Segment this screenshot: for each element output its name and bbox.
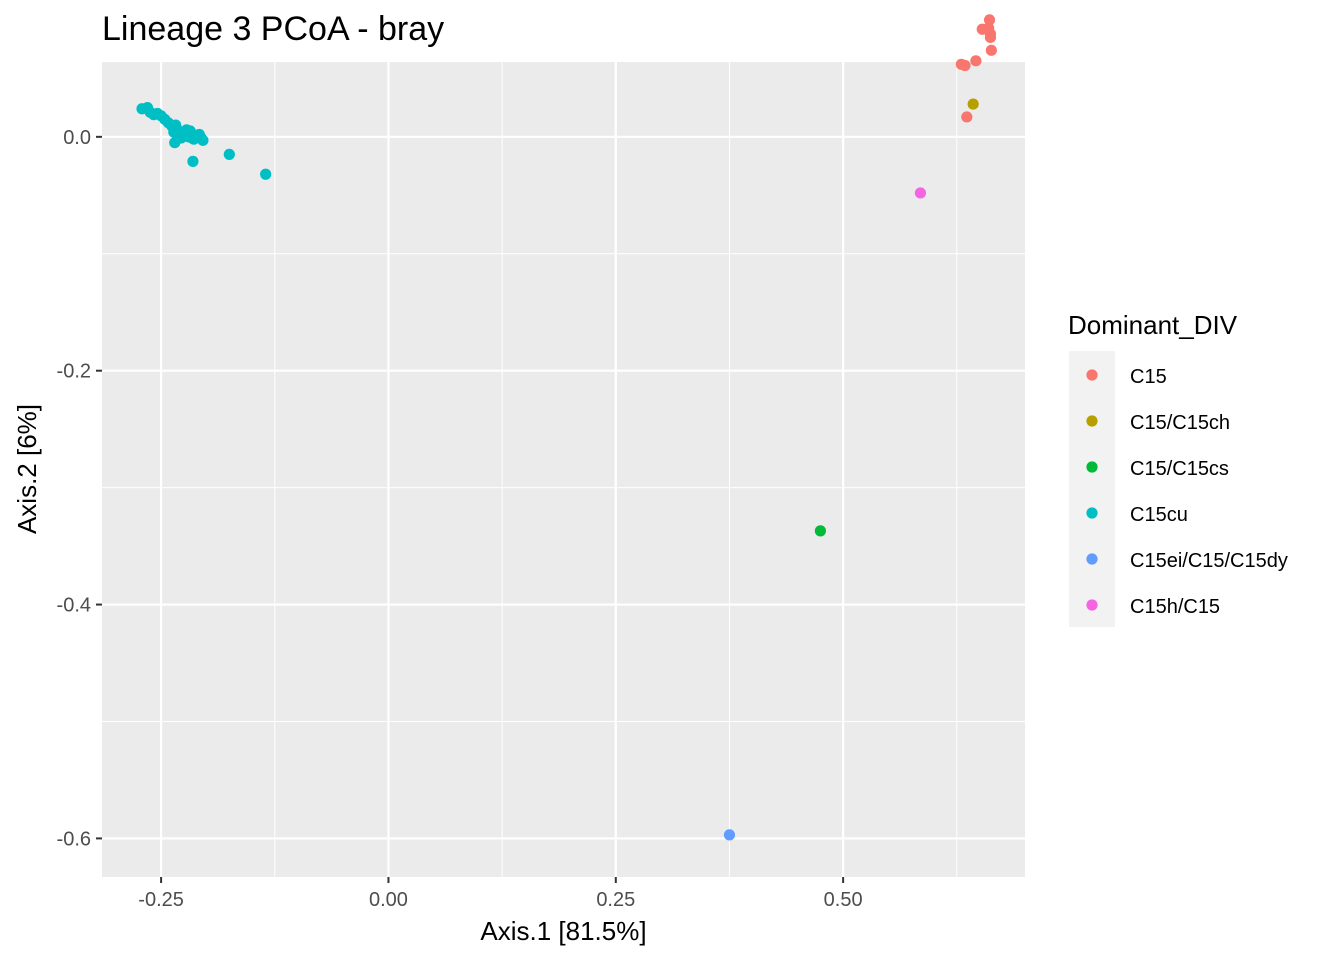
plot-panel (102, 62, 1025, 877)
x-tick-label: -0.25 (138, 889, 184, 911)
data-point (197, 134, 209, 146)
legend-items: C15 C15/C15ch C15/C15cs C15cu C15ei/C15/C15d… (1086, 366, 1288, 618)
legend-label: C15h/C15 (1130, 596, 1220, 618)
legend-key (1086, 461, 1098, 473)
data-point (985, 44, 997, 56)
y-tick-labels: 0.0 -0.2 -0.4 -0.6 (57, 127, 91, 851)
data-point (983, 14, 996, 26)
data-point (723, 829, 736, 841)
legend-key (1086, 599, 1098, 611)
x-axis-title: Axis.1 [81.5%] (480, 916, 646, 946)
y-axis-title: Axis.2 [6%] (12, 404, 42, 534)
data-point (984, 31, 997, 44)
legend-label: C15/C15cs (1130, 458, 1229, 480)
data-points (136, 14, 997, 841)
data-point (223, 148, 235, 160)
y-tick-label: -0.2 (57, 361, 91, 383)
data-point (187, 155, 199, 167)
data-point (967, 98, 979, 110)
legend-key (1086, 553, 1098, 565)
legend-label: C15cu (1130, 504, 1188, 526)
chart-title: Lineage 3 PCoA - bray (102, 10, 444, 48)
legend: Dominant_DIV C15C15/C15chC15/C15csC15cuC… (1068, 310, 1288, 627)
y-tick-label: -0.6 (57, 828, 91, 850)
legend-key (1086, 369, 1098, 381)
x-tick-label: 0.00 (369, 889, 408, 911)
legend-key (1086, 507, 1098, 519)
grid-lines (102, 62, 1025, 877)
legend-key (1086, 415, 1098, 427)
data-point (260, 168, 272, 180)
x-tick-label: 0.25 (596, 889, 635, 911)
legend-key-background (1069, 351, 1115, 627)
data-point (914, 187, 927, 199)
axis-ticks (96, 135, 845, 883)
legend-title: Dominant_DIV (1068, 310, 1238, 340)
legend-label: C15ei/C15/C15dy (1130, 550, 1288, 572)
data-point (169, 137, 181, 149)
data-point (814, 525, 826, 537)
legend-label: C15/C15ch (1130, 412, 1230, 434)
y-tick-label: 0.0 (63, 127, 91, 149)
data-point (959, 59, 971, 72)
legend-label: C15 (1130, 366, 1167, 388)
y-tick-label: -0.4 (57, 595, 91, 617)
x-tick-labels: -0.25 0.00 0.25 0.50 (138, 889, 862, 911)
data-point (970, 55, 982, 67)
data-point (961, 111, 973, 123)
data-point (188, 133, 200, 145)
x-tick-label: 0.50 (824, 889, 863, 911)
